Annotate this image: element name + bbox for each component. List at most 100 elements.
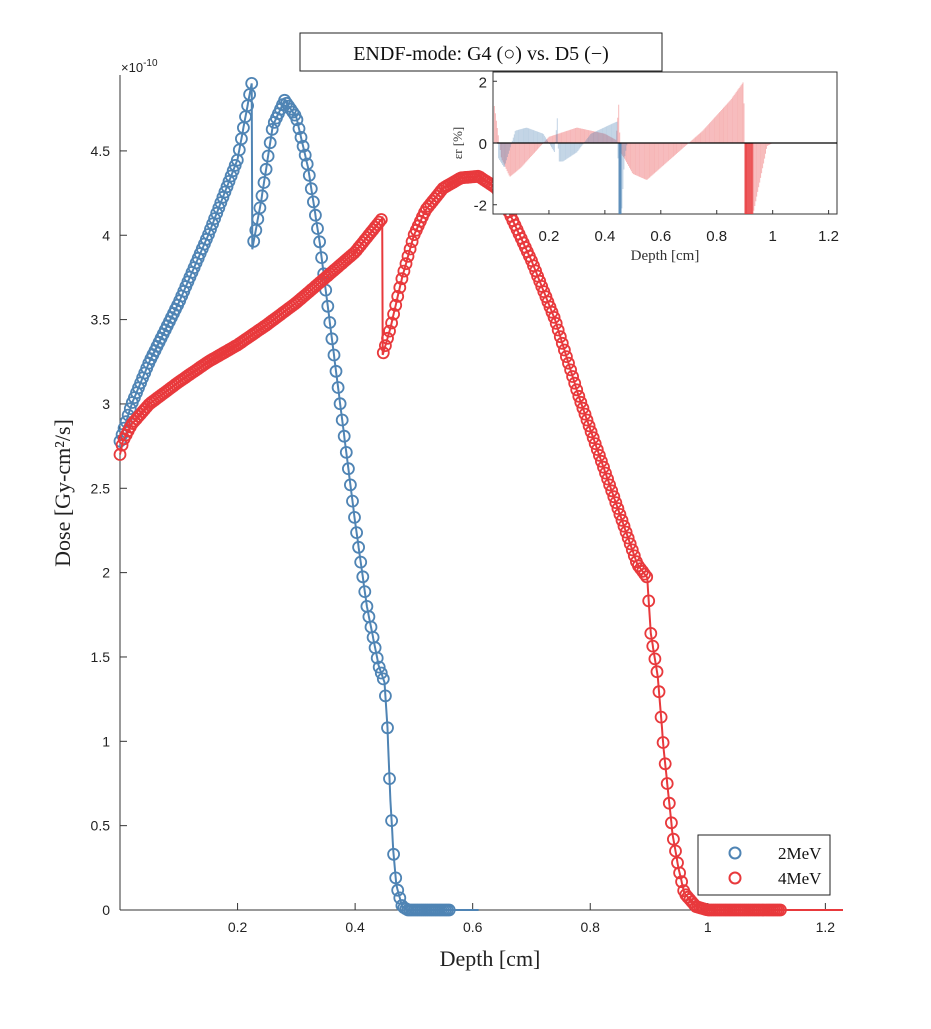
data-point bbox=[580, 413, 594, 427]
data-point bbox=[560, 350, 573, 364]
y-exponent-base: ×10 bbox=[121, 60, 143, 75]
x-tick-label: 1 bbox=[704, 919, 712, 935]
data-point bbox=[257, 176, 271, 189]
data-point bbox=[586, 431, 600, 445]
data-point bbox=[558, 343, 571, 357]
y-tick-label: 4 bbox=[102, 227, 110, 243]
data-point bbox=[638, 567, 651, 581]
data-point bbox=[611, 502, 625, 515]
data-point bbox=[572, 389, 586, 403]
legend-marker-4mev bbox=[728, 871, 742, 885]
data-point bbox=[383, 772, 396, 785]
data-point bbox=[595, 454, 608, 468]
x-axis-label: Depth [cm] bbox=[440, 946, 541, 971]
data-point bbox=[123, 402, 137, 416]
data-point bbox=[603, 478, 616, 492]
data-point bbox=[304, 182, 318, 196]
inset-y-tick-label: -2 bbox=[474, 198, 487, 215]
data-point bbox=[335, 413, 349, 427]
y-tick-label: 0.5 bbox=[91, 818, 111, 834]
data-point bbox=[660, 777, 674, 790]
data-point bbox=[401, 249, 415, 263]
data-point bbox=[376, 346, 390, 360]
data-point bbox=[292, 122, 306, 136]
data-point bbox=[605, 484, 619, 498]
title-box bbox=[299, 32, 663, 72]
data-point bbox=[395, 272, 409, 286]
data-point bbox=[383, 324, 396, 338]
inset-y-tick-label: 0 bbox=[479, 136, 487, 153]
data-point bbox=[582, 419, 596, 433]
data-point bbox=[574, 395, 588, 409]
inset-stems bbox=[498, 118, 628, 214]
data-point bbox=[311, 222, 324, 235]
data-point bbox=[551, 323, 565, 337]
data-point bbox=[113, 448, 127, 461]
data-point bbox=[321, 299, 335, 313]
data-point bbox=[619, 525, 633, 539]
data-point bbox=[570, 383, 584, 397]
data-point bbox=[372, 215, 386, 229]
inset-x-tick-label: 0.8 bbox=[706, 228, 727, 245]
data-point bbox=[259, 162, 273, 176]
data-point bbox=[646, 639, 660, 653]
data-point bbox=[405, 235, 419, 249]
data-point bbox=[350, 526, 364, 539]
legend-box bbox=[697, 834, 831, 896]
legend-label-2mev: 2MeV bbox=[778, 844, 822, 863]
data-point bbox=[294, 130, 308, 144]
data-point bbox=[298, 148, 312, 162]
data-point bbox=[656, 736, 670, 749]
data-point bbox=[568, 376, 582, 390]
inset-x-tick-label: 0.6 bbox=[650, 228, 671, 245]
data-point bbox=[399, 257, 413, 271]
y-tick-label: 2 bbox=[102, 565, 110, 581]
main-plot: 0.2 0.4 0.6 0.8 1 1.2 0 0.5 1 1.5 2 2.5 3 3.5 4 4.5 bbox=[91, 75, 843, 935]
data-point bbox=[325, 332, 339, 346]
data-point bbox=[346, 494, 359, 508]
data-point bbox=[370, 651, 384, 665]
data-point bbox=[348, 511, 361, 524]
data-point bbox=[644, 627, 658, 640]
data-point bbox=[609, 496, 623, 510]
data-point bbox=[352, 540, 366, 554]
x-tick-label: 0.2 bbox=[228, 919, 248, 935]
data-point bbox=[356, 570, 370, 584]
data-point bbox=[597, 460, 610, 474]
data-point bbox=[590, 443, 604, 456]
data-point bbox=[403, 242, 417, 256]
data-point bbox=[341, 462, 355, 476]
series-2MeV bbox=[113, 77, 479, 917]
data-point bbox=[397, 264, 411, 278]
y-tick-label: 3 bbox=[102, 396, 110, 412]
data-point bbox=[566, 370, 579, 383]
data-point bbox=[308, 208, 322, 222]
data-point bbox=[387, 847, 401, 861]
data-point bbox=[623, 537, 637, 551]
data-point bbox=[290, 113, 304, 127]
data-point bbox=[378, 689, 392, 703]
data-point bbox=[391, 289, 405, 303]
data-point bbox=[615, 513, 629, 527]
data-point bbox=[599, 466, 612, 480]
y-axis-label: Dose [Gy-cm²/s] bbox=[50, 419, 75, 567]
y-tick-label: 1.5 bbox=[91, 649, 111, 665]
data-point bbox=[593, 448, 606, 462]
data-point bbox=[642, 594, 656, 608]
data-point bbox=[625, 543, 639, 557]
data-point bbox=[354, 555, 368, 569]
data-point bbox=[389, 298, 403, 312]
data-point bbox=[253, 201, 267, 215]
data-point bbox=[391, 883, 405, 897]
inset-x-tick-label: 1.2 bbox=[818, 228, 839, 245]
data-point bbox=[617, 519, 631, 533]
y-tick-label: 3.5 bbox=[91, 312, 111, 328]
data-point bbox=[265, 122, 279, 136]
data-point bbox=[378, 339, 392, 353]
data-point bbox=[650, 665, 664, 679]
inset-x-tick-label: 1 bbox=[769, 228, 777, 245]
data-point bbox=[588, 437, 602, 451]
data-point bbox=[675, 875, 688, 889]
data-point bbox=[442, 903, 456, 917]
